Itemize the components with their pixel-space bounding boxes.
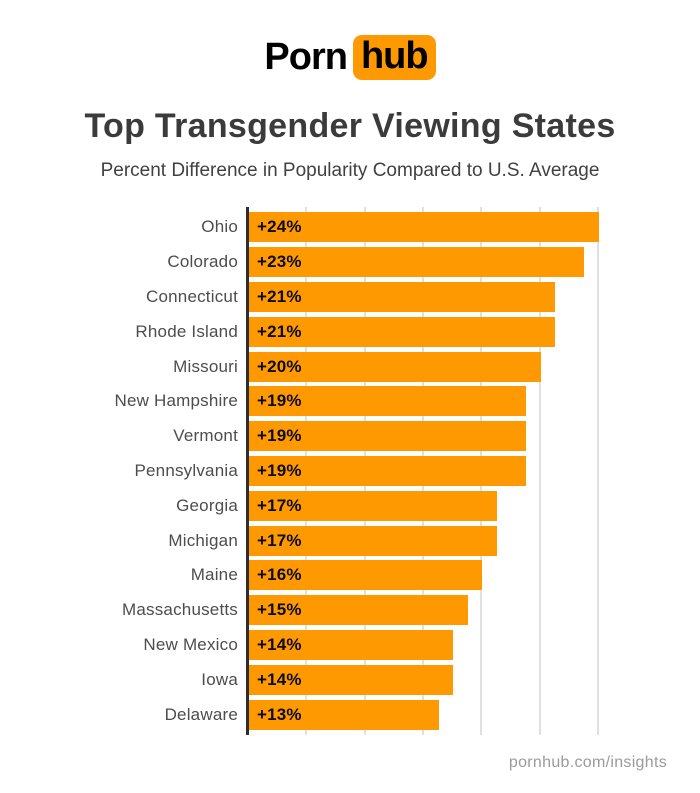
chart-row: Delaware +13% [0, 697, 700, 732]
state-label: Pennsylvania [134, 460, 238, 480]
value-bar: +21% [249, 281, 556, 312]
bar-value-label: +13% [257, 704, 302, 724]
bar-value-label: +23% [257, 252, 302, 272]
value-bar: +19% [249, 421, 527, 452]
chart-row: New Mexico +14% [0, 628, 700, 663]
state-label: Iowa [201, 669, 238, 689]
state-label: Michigan [168, 530, 238, 550]
chart-row: Michigan +17% [0, 523, 700, 558]
state-label: Colorado [167, 252, 238, 272]
state-label: Missouri [173, 356, 238, 376]
chart-row: Missouri +20% [0, 349, 700, 384]
value-bar: +19% [249, 455, 527, 486]
value-bar: +13% [249, 699, 439, 730]
logo-text-hub: hub [352, 34, 436, 80]
chart-row: Rhode Island +21% [0, 314, 700, 349]
chart-row: Georgia +17% [0, 488, 700, 523]
gridline [597, 207, 599, 735]
value-bar: +17% [249, 490, 497, 521]
state-label: Connecticut [146, 286, 238, 306]
value-bar: +17% [249, 525, 497, 556]
chart-row: Ohio +24% [0, 210, 700, 245]
value-bar: +19% [249, 386, 527, 417]
chart-row: Iowa +14% [0, 662, 700, 697]
bar-value-label: +24% [257, 217, 302, 237]
chart-row: Maine +16% [0, 558, 700, 593]
bar-value-label: +20% [257, 356, 302, 376]
state-label: New Mexico [143, 634, 238, 654]
pornhub-logo: Porn hub [0, 0, 700, 80]
state-label: Ohio [201, 217, 238, 237]
bar-value-label: +15% [257, 600, 302, 620]
chart-row: New Hampshire +19% [0, 384, 700, 419]
chart-row: Pennsylvania +19% [0, 454, 700, 489]
state-label: Maine [190, 565, 238, 585]
state-label: Georgia [176, 495, 238, 515]
value-bar: +14% [249, 629, 454, 660]
value-bar: +14% [249, 664, 454, 695]
value-bar: +23% [249, 247, 585, 278]
value-bar: +20% [249, 351, 541, 382]
state-label: Rhode Island [135, 321, 238, 341]
value-bar: +15% [249, 595, 468, 626]
state-label: New Hampshire [114, 391, 238, 411]
state-label: Massachusetts [122, 600, 238, 620]
state-label: Delaware [164, 704, 238, 724]
chart-row: Colorado +23% [0, 245, 700, 280]
chart-row: Connecticut +21% [0, 280, 700, 315]
page-subtitle: Percent Difference in Popularity Compare… [100, 160, 600, 181]
gridline [538, 207, 541, 735]
bar-value-label: +19% [257, 426, 302, 446]
logo-text-porn: Porn [264, 36, 348, 78]
bar-chart: Ohio +24% Colorado +23% Connecticut +21% Rhode… [0, 207, 700, 735]
page-title: Top Transgender Viewing States [84, 107, 616, 145]
bar-value-label: +17% [257, 495, 302, 515]
bar-value-label: +19% [257, 391, 302, 411]
value-bar: +16% [249, 560, 483, 591]
chart-row: Massachusetts +15% [0, 593, 700, 628]
bar-value-label: +17% [257, 530, 302, 550]
chart-rows: Ohio +24% Colorado +23% Connecticut +21% Rhode… [0, 210, 700, 732]
y-axis-line [246, 207, 249, 735]
bar-value-label: +21% [257, 321, 302, 341]
bar-value-label: +19% [257, 460, 302, 480]
bar-value-label: +14% [257, 634, 302, 654]
bar-value-label: +16% [257, 565, 302, 585]
bar-value-label: +14% [257, 669, 302, 689]
bar-value-label: +21% [257, 286, 302, 306]
footer-url: pornhub.com/insights [508, 754, 667, 771]
state-label: Vermont [173, 426, 238, 446]
chart-row: Vermont +19% [0, 419, 700, 454]
value-bar: +24% [249, 212, 599, 243]
value-bar: +21% [249, 316, 556, 347]
